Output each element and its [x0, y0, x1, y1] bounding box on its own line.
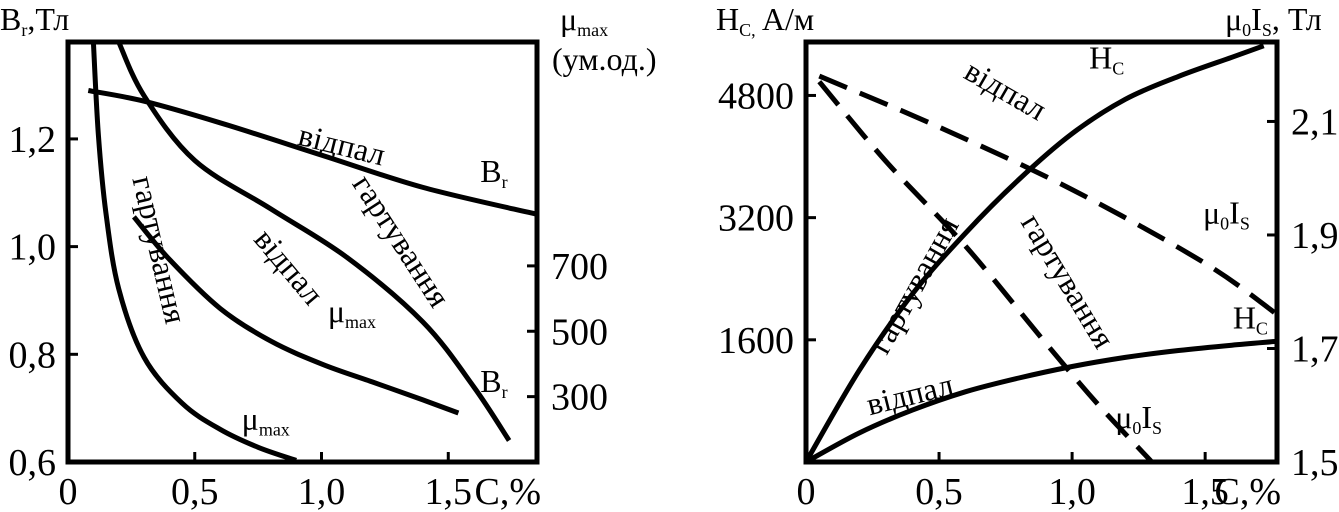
plot-frame	[803, 39, 1280, 465]
chart-panel-2: 0 0,5 1,0 1,5 1600 3200 4800 1,5 1,7 1,9 2,1 HC, A/…	[716, 1, 1339, 512]
x-tick-label: 1,5	[1181, 471, 1229, 512]
x-tick-label: 0,5	[171, 471, 219, 512]
curve-label: μmax	[328, 293, 376, 332]
curve-label: μ0IS	[1203, 195, 1250, 234]
y-left-axis-label: HC, A/м	[716, 1, 814, 40]
series-line-3	[131, 215, 460, 416]
y-left-tick-label: 3200	[718, 198, 794, 240]
x-tick-label: 1,0	[1048, 471, 1096, 512]
curve-label: відпал	[959, 52, 1053, 127]
y-left-tick-label: 0,8	[9, 334, 57, 376]
curve-label: гартування	[125, 172, 194, 327]
curve-label: HC	[1233, 299, 1268, 338]
series-line-4	[90, 41, 298, 463]
y-right-tick-label: 1,7	[1291, 328, 1339, 370]
y-right-tick-label: 2,1	[1291, 101, 1339, 143]
curve-label: гартування	[1014, 207, 1122, 355]
x-tick-label: 1,5	[425, 471, 473, 512]
series-line-1	[803, 43, 1265, 464]
x-tick-label: 0	[797, 471, 816, 512]
y-left-tick-label: 0,6	[9, 442, 57, 484]
curve-label: μmax	[242, 401, 290, 440]
series-line-3	[818, 73, 1279, 317]
y-left-tick-label: 4800	[718, 75, 794, 117]
y-right-axis-label: μmax	[560, 1, 608, 40]
x-tick-label: 1,0	[298, 471, 346, 512]
y-right-tick-label: 700	[551, 246, 608, 288]
y-left-tick-label: 1,2	[9, 119, 57, 161]
y-right-axis-unit: (ум.од.)	[552, 41, 657, 77]
curve-label: μ0IS	[1115, 399, 1162, 438]
y-right-tick-label: 500	[551, 311, 608, 353]
plot-frame	[65, 39, 540, 465]
x-tick-label: 0,5	[915, 471, 963, 512]
x-axis-label: С,%	[475, 471, 542, 512]
y-right-tick-label: 300	[551, 377, 608, 419]
y-right-axis-label: μ0IS, Тл	[1225, 1, 1322, 40]
chart-panel-1: 0 0,5 1,0 1,5 0,6 0,8 1,0 1,2 300 500 700 Br,Тл μmax…	[0, 1, 657, 512]
y-right-tick-label: 1,9	[1291, 215, 1339, 257]
series-line-1	[87, 88, 538, 217]
curve-label: гартування	[861, 210, 966, 359]
y-left-axis-label: Br,Тл	[0, 1, 69, 40]
series-line-2	[116, 40, 512, 442]
curve-label: Br	[480, 363, 507, 402]
x-tick-label: 0	[59, 471, 78, 512]
series-line-2	[804, 338, 1278, 465]
curve-label: відпал	[247, 221, 331, 311]
curve-label: Br	[480, 153, 507, 192]
y-right-tick-label: 1,5	[1291, 442, 1339, 484]
series-line-4	[817, 80, 1154, 464]
x-axis-label: С,%	[1215, 471, 1282, 512]
curve-label: HC	[1089, 40, 1124, 79]
y-left-tick-label: 1600	[718, 320, 794, 362]
y-left-tick-label: 1,0	[9, 227, 57, 269]
